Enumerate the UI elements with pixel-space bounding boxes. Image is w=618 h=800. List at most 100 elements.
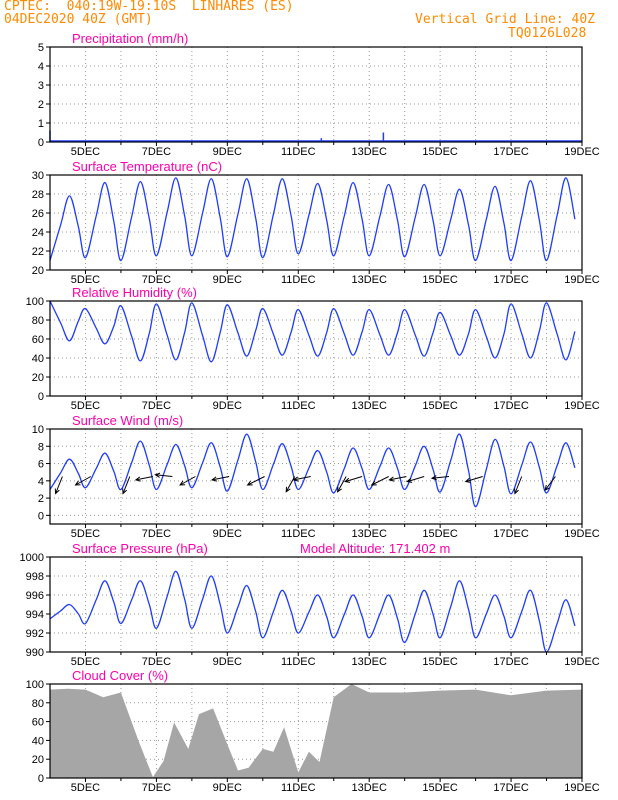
x-tick-label: 7DEC bbox=[142, 274, 171, 286]
series-line bbox=[49, 300, 576, 363]
y-tick-label: 8 bbox=[38, 441, 44, 453]
wind-arrow-head bbox=[246, 480, 253, 486]
wind-arrow-head bbox=[210, 476, 218, 482]
y-tick-label: 40 bbox=[32, 353, 44, 365]
x-tick-label: 7DEC bbox=[142, 782, 171, 794]
y-tick-label: 0 bbox=[38, 773, 44, 785]
x-tick-label: 15DEC bbox=[422, 528, 458, 540]
wind-arrow bbox=[75, 476, 92, 486]
y-tick-label: 100 bbox=[26, 296, 44, 308]
wind-arrow bbox=[247, 476, 265, 486]
x-tick-label: 5DEC bbox=[71, 274, 100, 286]
panel-frame bbox=[49, 683, 583, 779]
x-tick-label: 19DEC bbox=[564, 656, 600, 668]
y-tick-label: 992 bbox=[26, 628, 44, 640]
series-line bbox=[49, 433, 576, 508]
x-tick-label: 19DEC bbox=[564, 782, 600, 794]
panel-title: Precipitation (mm/h) bbox=[72, 31, 188, 46]
y-tick-label: 80 bbox=[32, 698, 44, 710]
y-tick-label: 3 bbox=[38, 80, 44, 92]
header-model: TQ0126L028 bbox=[508, 26, 587, 41]
x-tick-label: 17DEC bbox=[493, 528, 529, 540]
cloud-cover-area bbox=[50, 684, 582, 778]
y-tick-label: 0 bbox=[38, 391, 44, 403]
x-tick-label: 13DEC bbox=[351, 274, 387, 286]
header-date: 04DEC2020 40Z (GMT) bbox=[4, 12, 153, 27]
wind-arrow bbox=[155, 474, 173, 477]
panel-title: Cloud Cover (%) bbox=[72, 668, 168, 683]
y-tick-label: 26 bbox=[32, 208, 44, 220]
x-tick-label: 9DEC bbox=[213, 528, 242, 540]
x-tick-label: 13DEC bbox=[351, 782, 387, 794]
wind-arrow-head bbox=[388, 476, 395, 482]
x-tick-label: 15DEC bbox=[422, 400, 458, 412]
x-tick-label: 17DEC bbox=[493, 400, 529, 412]
wind-arrow bbox=[389, 476, 407, 481]
y-tick-label: 24 bbox=[32, 227, 44, 239]
wind-arrow bbox=[344, 476, 363, 483]
wind-arrow-head bbox=[544, 485, 550, 492]
y-tick-label: 80 bbox=[32, 315, 44, 327]
x-tick-label: 19DEC bbox=[564, 528, 600, 540]
wind-arrow bbox=[337, 476, 347, 493]
y-tick-label: 5 bbox=[38, 42, 44, 54]
x-tick-label: 7DEC bbox=[142, 146, 171, 158]
wind-arrow-head bbox=[292, 476, 299, 482]
wind-arrow-head bbox=[74, 480, 81, 486]
x-tick-label: 15DEC bbox=[422, 274, 458, 286]
x-tick-label: 15DEC bbox=[422, 782, 458, 794]
wind-arrow bbox=[55, 476, 63, 494]
x-tick-label: 5DEC bbox=[71, 528, 100, 540]
x-tick-label: 17DEC bbox=[493, 656, 529, 668]
panel-subtitle: Model Altitude: 171.402 m bbox=[300, 541, 450, 556]
x-tick-label: 9DEC bbox=[213, 146, 242, 158]
y-tick-label: 1 bbox=[38, 118, 44, 130]
wind-arrow bbox=[544, 476, 556, 491]
y-tick-label: 6 bbox=[38, 459, 44, 471]
x-tick-label: 13DEC bbox=[351, 400, 387, 412]
x-tick-label: 7DEC bbox=[142, 528, 171, 540]
x-tick-label: 9DEC bbox=[213, 274, 242, 286]
y-tick-label: 2 bbox=[38, 99, 44, 111]
x-tick-label: 9DEC bbox=[213, 400, 242, 412]
x-tick-label: 9DEC bbox=[213, 656, 242, 668]
wind-arrow-head bbox=[285, 486, 291, 493]
x-tick-label: 11DEC bbox=[281, 400, 316, 412]
y-tick-label: 30 bbox=[32, 170, 44, 182]
x-tick-label: 15DEC bbox=[422, 146, 458, 158]
x-tick-label: 11DEC bbox=[281, 782, 316, 794]
y-tick-label: 20 bbox=[32, 265, 44, 277]
x-tick-label: 15DEC bbox=[422, 656, 458, 668]
panel-title: Relative Humidity (%) bbox=[72, 285, 197, 300]
wind-arrow-head bbox=[122, 488, 128, 495]
y-tick-label: 4 bbox=[38, 61, 44, 73]
y-tick-label: 20 bbox=[32, 754, 44, 766]
wind-arrow bbox=[465, 476, 483, 483]
wind-arrow bbox=[514, 476, 523, 494]
wind-arrow-head bbox=[406, 477, 413, 483]
x-tick-label: 11DEC bbox=[281, 146, 316, 158]
x-tick-label: 13DEC bbox=[351, 656, 387, 668]
y-tick-label: 10 bbox=[32, 424, 44, 436]
header-station: CPTEC: 040:19W-19:10S LINHARES (ES) bbox=[4, 0, 294, 14]
wind-arrow bbox=[293, 476, 311, 481]
y-tick-label: 60 bbox=[32, 334, 44, 346]
wind-arrow bbox=[122, 476, 131, 494]
header-grid-line: Vertical Grid Line: 40Z bbox=[415, 12, 596, 27]
wind-arrow-head bbox=[134, 476, 141, 482]
wind-arrow bbox=[371, 476, 389, 486]
y-tick-label: 100 bbox=[26, 679, 44, 691]
panel-frame bbox=[49, 556, 583, 653]
y-tick-label: 1000 bbox=[20, 552, 44, 564]
x-tick-label: 11DEC bbox=[281, 274, 316, 286]
x-tick-label: 17DEC bbox=[493, 146, 529, 158]
panel-title: Surface Wind (m/s) bbox=[72, 413, 183, 428]
wind-arrow-head bbox=[514, 488, 519, 495]
x-tick-label: 17DEC bbox=[493, 782, 529, 794]
wind-arrow-head bbox=[464, 477, 471, 483]
series-line bbox=[49, 570, 576, 653]
y-tick-label: 0 bbox=[38, 137, 44, 149]
panel-title: Surface Pressure (hPa) bbox=[72, 541, 208, 556]
y-tick-label: 4 bbox=[38, 476, 44, 488]
